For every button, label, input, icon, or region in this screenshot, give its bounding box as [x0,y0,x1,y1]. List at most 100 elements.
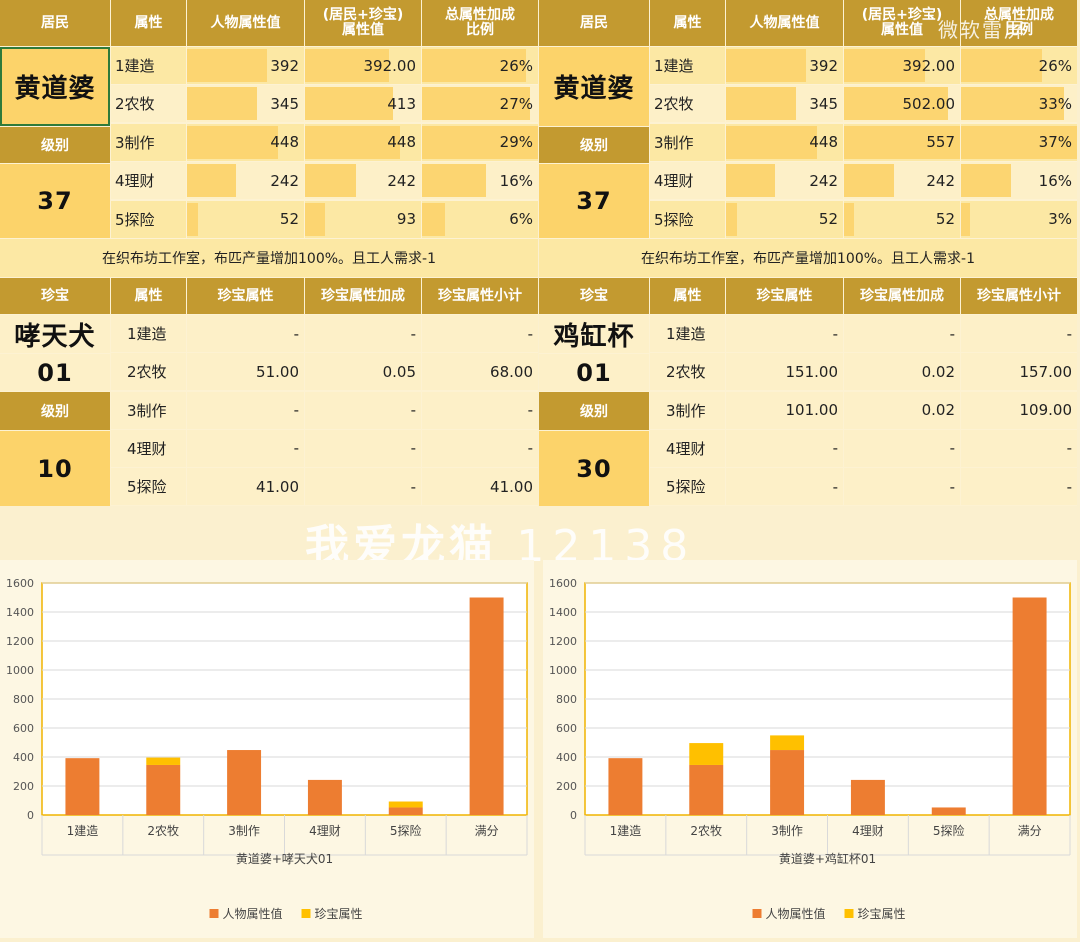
attr-cell[interactable]: 5探险 [650,200,725,238]
treasure-value-cell[interactable]: - [726,315,843,352]
header-combined-value[interactable]: (居民+珍宝) 属性值 [305,0,421,46]
treasure-bonus-cell[interactable]: 0.02 [844,391,960,429]
level-value-cell[interactable]: 37 [539,164,649,238]
person-value-cell[interactable]: 242 [726,162,843,200]
treasure-value-cell[interactable]: 151.00 [726,353,843,391]
ratio-cell[interactable]: 26% [961,47,1077,84]
ratio-cell[interactable]: 16% [961,162,1077,200]
treasure-bonus-cell[interactable]: - [305,468,421,506]
treasure-attr-cell[interactable]: 3制作 [111,391,186,429]
combined-value-cell[interactable]: 448 [305,123,421,161]
person-value-cell[interactable]: 392 [726,47,843,84]
treasure-attr-cell[interactable]: 5探险 [111,468,186,506]
attr-cell[interactable]: 3制作 [111,123,186,161]
header-treasure-subtotal[interactable]: 珍宝属性小计 [422,278,538,314]
attr-cell[interactable]: 5探险 [111,200,186,238]
header-person-value[interactable]: 人物属性值 [726,0,843,46]
treasure-attr-cell[interactable]: 3制作 [650,391,725,429]
attr-cell[interactable]: 2农牧 [650,85,725,123]
ratio-cell[interactable]: 6% [422,200,538,238]
header-treasure-attr[interactable]: 属性 [111,278,186,314]
treasure-value-cell[interactable]: - [187,315,304,352]
attr-cell[interactable]: 4理财 [650,162,725,200]
combined-value-cell[interactable]: 502.00 [844,85,960,123]
treasure-attr-cell[interactable]: 1建造 [111,315,186,352]
treasure-bonus-cell[interactable]: - [305,391,421,429]
treasure-subtotal-cell[interactable]: 109.00 [961,391,1077,429]
ratio-cell[interactable]: 16% [422,162,538,200]
header-bonus-ratio[interactable]: 总属性加成 比例 [961,0,1077,46]
header-treasure-attr[interactable]: 属性 [650,278,725,314]
chart-left[interactable]: 0 200 400 600 800 1000 1200 1400 1600 1建造 2农牧 3制作 4理… [0,560,534,938]
treasure-bonus-cell[interactable]: 0.05 [305,353,421,391]
attr-cell[interactable]: 2农牧 [111,85,186,123]
person-value-cell[interactable]: 242 [187,162,304,200]
header-bonus-ratio[interactable]: 总属性加成 比例 [422,0,538,46]
treasure-num-cell[interactable]: 01 [539,354,649,391]
treasure-subtotal-cell[interactable]: - [422,391,538,429]
bar-treasure[interactable] [388,801,423,808]
header-treasure-bonus[interactable]: 珍宝属性加成 [844,278,960,314]
header-treasure-bonus[interactable]: 珍宝属性加成 [305,278,421,314]
bar-person[interactable] [227,750,262,815]
treasure-attr-cell[interactable]: 1建造 [650,315,725,352]
ratio-cell[interactable]: 37% [961,123,1077,161]
treasure-value-cell[interactable]: - [726,468,843,506]
bar-person[interactable] [469,597,504,816]
treasure-level-cell[interactable]: 10 [0,431,110,506]
bar-person[interactable] [1012,597,1047,816]
chart-right[interactable]: 0 200 400 600 800 1000 1200 1400 1600 1建造 2农牧 3制作 4理… [543,560,1077,938]
bar-person[interactable] [146,764,181,815]
bar-person[interactable] [388,807,423,815]
treasure-num-cell[interactable]: 01 [0,354,110,391]
combined-value-cell[interactable]: 242 [844,162,960,200]
level-label-cell[interactable]: 级别 [539,127,649,163]
treasure-subtotal-cell[interactable]: - [961,429,1077,467]
combined-value-cell[interactable]: 392.00 [305,47,421,84]
treasure-bonus-cell[interactable]: - [844,468,960,506]
header-attribute[interactable]: 属性 [111,0,186,46]
bar-person[interactable] [65,758,100,815]
treasure-name-cell[interactable]: 鸡缸杯 [539,315,649,353]
person-value-cell[interactable]: 448 [187,123,304,161]
bar-person[interactable] [850,779,885,815]
treasure-bonus-cell[interactable]: - [305,315,421,352]
treasure-value-cell[interactable]: 51.00 [187,353,304,391]
treasure-subtotal-cell[interactable]: 68.00 [422,353,538,391]
ratio-cell[interactable]: 33% [961,85,1077,123]
treasure-value-cell[interactable]: - [187,429,304,467]
ratio-cell[interactable]: 29% [422,123,538,161]
treasure-bonus-cell[interactable]: - [844,315,960,352]
person-value-cell[interactable]: 448 [726,123,843,161]
header-treasure-value[interactable]: 珍宝属性 [726,278,843,314]
header-combined-value[interactable]: (居民+珍宝) 属性值 [844,0,960,46]
workshop-note[interactable]: 在织布坊工作室，布匹产量增加100%。且工人需求-1 [0,239,538,277]
combined-value-cell[interactable]: 52 [844,200,960,238]
treasure-attr-cell[interactable]: 2农牧 [650,353,725,391]
treasure-subtotal-cell[interactable]: - [961,315,1077,352]
treasure-level-label-cell[interactable]: 级别 [539,392,649,430]
level-value-cell[interactable]: 37 [0,164,110,238]
treasure-attr-cell[interactable]: 4理财 [111,429,186,467]
bar-person[interactable] [770,750,805,815]
combined-value-cell[interactable]: 413 [305,85,421,123]
person-value-cell[interactable]: 52 [726,200,843,238]
person-value-cell[interactable]: 392 [187,47,304,84]
bar-person[interactable] [689,764,724,815]
bar-person[interactable] [608,758,643,815]
attr-cell[interactable]: 3制作 [650,123,725,161]
combined-value-cell[interactable]: 93 [305,200,421,238]
treasure-bonus-cell[interactable]: - [305,429,421,467]
header-treasure[interactable]: 珍宝 [0,278,110,314]
treasure-name-cell[interactable]: 哮天犬 [0,315,110,353]
attr-cell[interactable]: 1建造 [650,47,725,84]
header-treasure-subtotal[interactable]: 珍宝属性小计 [961,278,1077,314]
combined-value-cell[interactable]: 242 [305,162,421,200]
workshop-note[interactable]: 在织布坊工作室，布匹产量增加100%。且工人需求-1 [539,239,1077,277]
bar-person[interactable] [931,807,966,815]
treasure-subtotal-cell[interactable]: - [961,468,1077,506]
ratio-cell[interactable]: 27% [422,85,538,123]
treasure-subtotal-cell[interactable]: 157.00 [961,353,1077,391]
header-person-value[interactable]: 人物属性值 [187,0,304,46]
header-treasure[interactable]: 珍宝 [539,278,649,314]
